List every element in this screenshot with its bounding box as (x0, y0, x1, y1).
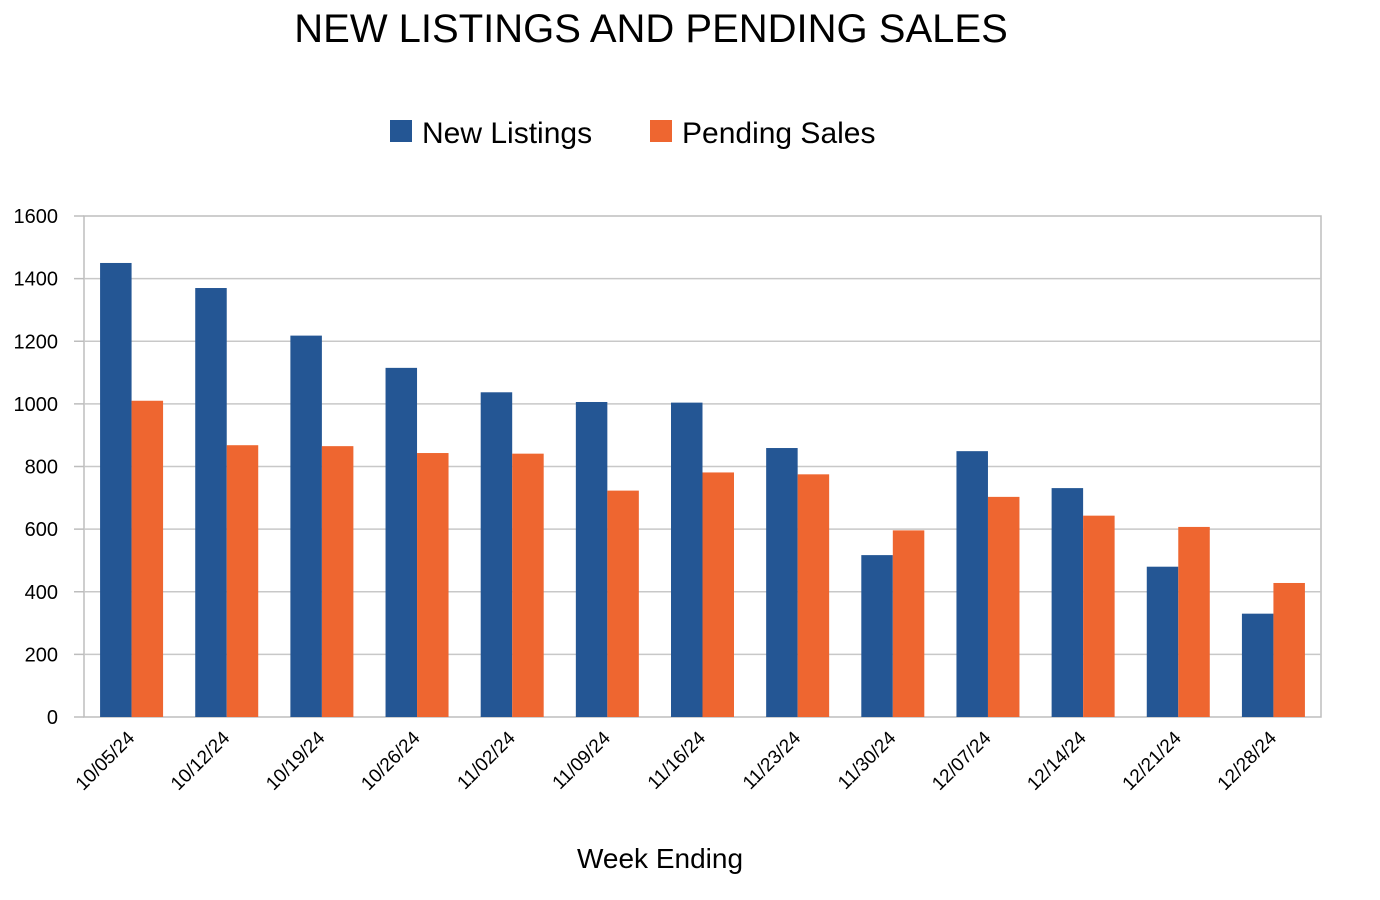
x-tick-label: 11/09/24 (549, 727, 615, 793)
y-tick-label: 1600 (14, 206, 59, 228)
x-tick-label: 10/26/24 (357, 727, 424, 794)
bar-pending-sales (226, 445, 259, 717)
chart-title: NEW LISTINGS AND PENDING SALES (294, 7, 1008, 51)
y-tick-label: 200 (25, 644, 58, 666)
bar-pending-sales (417, 453, 449, 717)
x-tick-label: 11/23/24 (739, 727, 805, 793)
bar-pending-sales (797, 474, 830, 717)
bar-new-listings (385, 367, 418, 717)
bar-pending-sales (131, 400, 164, 717)
x-tick-label: 12/14/24 (1023, 727, 1090, 794)
legend-swatch-pending-sales (650, 120, 672, 142)
bar-pending-sales (1083, 515, 1115, 717)
bar-new-listings (575, 401, 608, 717)
bar-pending-sales (607, 490, 639, 717)
x-tick-label: 11/16/24 (644, 727, 710, 793)
y-tick-label: 800 (25, 457, 58, 479)
bar-pending-sales (1273, 582, 1305, 717)
y-tick-label: 1200 (14, 331, 59, 353)
bar-new-listings (861, 555, 893, 717)
legend: New Listings Pending Sales (390, 117, 875, 150)
bar-new-listings (766, 448, 798, 717)
legend-label-new-listings: New Listings (422, 117, 592, 150)
bar-new-listings (1146, 566, 1179, 717)
legend-label-pending-sales: Pending Sales (682, 117, 875, 150)
y-tick-label: 1000 (14, 394, 59, 416)
bar-pending-sales (321, 446, 354, 717)
x-axis-label: Week Ending (577, 843, 743, 874)
x-tick-label: 12/21/24 (1119, 727, 1186, 794)
bar-new-listings (195, 288, 227, 717)
y-tick-label: 400 (25, 582, 58, 604)
x-tick-label: 12/07/24 (928, 727, 995, 794)
bar-new-listings (290, 335, 322, 717)
x-tick-label: 11/02/24 (454, 727, 520, 793)
y-tick-label: 0 (47, 707, 58, 729)
bar-new-listings (671, 402, 703, 717)
x-tick-label: 10/05/24 (72, 727, 139, 794)
bar-pending-sales (1178, 526, 1210, 717)
bar-pending-sales (892, 530, 925, 717)
x-axis-ticks: 10/05/24 10/12/24 10/19/24 10/26/24 11/02/24… (72, 727, 1281, 794)
bar-new-listings (480, 392, 513, 717)
y-tick-label: 1400 (14, 269, 59, 291)
x-tick-label: 11/30/24 (834, 727, 900, 793)
y-tick-label: 600 (25, 519, 58, 541)
bar-new-listings (100, 262, 132, 717)
bar-new-listings (1241, 613, 1274, 717)
y-axis-ticks: 0 200 400 600 800 1000 1200 1400 1600 (14, 206, 84, 729)
x-tick-label: 12/28/24 (1214, 727, 1281, 794)
bars (100, 262, 1305, 717)
bar-pending-sales (512, 453, 544, 717)
x-tick-label: 10/19/24 (262, 727, 329, 794)
x-tick-label: 10/12/24 (167, 727, 234, 794)
legend-swatch-new-listings (390, 120, 412, 142)
bar-new-listings (956, 451, 988, 717)
bar-new-listings (1051, 488, 1084, 717)
bar-pending-sales (702, 472, 734, 717)
bar-pending-sales (987, 496, 1020, 717)
